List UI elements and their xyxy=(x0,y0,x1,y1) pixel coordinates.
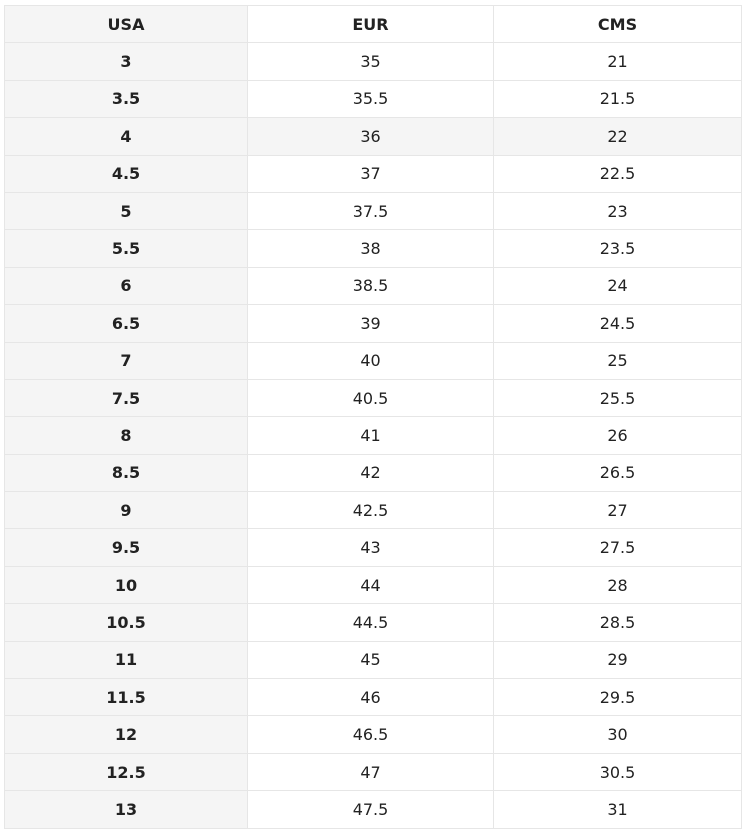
table-cell: 24 xyxy=(493,266,742,306)
table-row: 13 47.5 31 xyxy=(4,790,742,829)
table-cell: 4 xyxy=(4,117,248,156)
table-cell: 23.5 xyxy=(493,229,742,268)
table-cell: 3.5 xyxy=(4,79,248,119)
table-cell: 5.5 xyxy=(4,229,248,268)
table-cell: 26 xyxy=(493,416,742,455)
table-row: 10.5 44.5 28.5 xyxy=(4,603,742,642)
table-cell: 44 xyxy=(247,565,494,605)
table-cell: 45 xyxy=(247,640,494,680)
table-cell: 28 xyxy=(493,565,742,605)
table-cell: 35.5 xyxy=(247,79,494,119)
table-row: 8.5 42 26.5 xyxy=(4,453,742,493)
table-row: 4.5 37 22.5 xyxy=(4,154,742,193)
table-cell: 25 xyxy=(493,341,742,380)
table-cell: 47 xyxy=(247,752,494,792)
table-cell: 22.5 xyxy=(493,154,742,193)
table-cell: 30.5 xyxy=(493,752,742,792)
table-cell: 46 xyxy=(247,678,494,717)
table-cell: 8.5 xyxy=(4,453,248,493)
table-cell: 21 xyxy=(493,42,742,81)
table-cell: 28.5 xyxy=(493,603,742,642)
table-row: 7.5 40.5 25.5 xyxy=(4,378,742,418)
table-row: 11 45 29 xyxy=(4,640,742,680)
table-cell: 37 xyxy=(247,154,494,193)
table-cell: 10 xyxy=(4,565,248,605)
table-row: 7 40 25 xyxy=(4,341,742,380)
table-cell: 27.5 xyxy=(493,528,742,567)
table-cell: 29.5 xyxy=(493,678,742,717)
table-cell: 27 xyxy=(493,491,742,530)
table-cell: 11 xyxy=(4,640,248,680)
table-row: 5 37.5 23 xyxy=(4,191,742,231)
table-row: 6 38.5 24 xyxy=(4,266,742,306)
table-cell: 4.5 xyxy=(4,154,248,193)
table-row: 10 44 28 xyxy=(4,565,742,605)
table-cell: 44.5 xyxy=(247,603,494,642)
table-cell: 40.5 xyxy=(247,378,494,418)
table-cell: 35 xyxy=(247,42,494,81)
table-cell: 8 xyxy=(4,416,248,455)
header-cell: EUR xyxy=(247,4,494,44)
table-cell: 5 xyxy=(4,191,248,231)
table-cell: 10.5 xyxy=(4,603,248,642)
table-cell: 25.5 xyxy=(493,378,742,418)
table-row: 8 41 26 xyxy=(4,416,742,455)
table-cell: 42.5 xyxy=(247,491,494,530)
table-cell: 6.5 xyxy=(4,304,248,343)
table-row: 5.5 38 23.5 xyxy=(4,229,742,268)
table-row: 9.5 43 27.5 xyxy=(4,528,742,567)
table-cell: 7.5 xyxy=(4,378,248,418)
table-cell: 42 xyxy=(247,453,494,493)
table-cell: 23 xyxy=(493,191,742,231)
size-table: USA EUR CMS 3 35 21 3.5 35.5 21.5 4 36 22 4.5 37 22.5… xyxy=(4,4,742,829)
table-row: 4 36 22 xyxy=(4,117,742,156)
table-cell: 12 xyxy=(4,715,248,754)
table-cell: 11.5 xyxy=(4,678,248,717)
table-row: 9 42.5 27 xyxy=(4,491,742,530)
table-row: 3.5 35.5 21.5 xyxy=(4,79,742,119)
table-cell: 9 xyxy=(4,491,248,530)
table-row: 6.5 39 24.5 xyxy=(4,304,742,343)
table-row: 12 46.5 30 xyxy=(4,715,742,754)
table-row: 12.5 47 30.5 xyxy=(4,752,742,792)
table-row: 11.5 46 29.5 xyxy=(4,678,742,717)
table-cell: 3 xyxy=(4,42,248,81)
table-cell: 30 xyxy=(493,715,742,754)
table-body: 3 35 21 3.5 35.5 21.5 4 36 22 4.5 37 22.5 5 37.5 23 5.5… xyxy=(4,42,742,829)
table-cell: 26.5 xyxy=(493,453,742,493)
table-cell: 46.5 xyxy=(247,715,494,754)
table-cell: 37.5 xyxy=(247,191,494,231)
header-row: USA EUR CMS xyxy=(4,4,742,44)
table-cell: 22 xyxy=(493,117,742,156)
table-cell: 29 xyxy=(493,640,742,680)
table-cell: 41 xyxy=(247,416,494,455)
table-cell: 21.5 xyxy=(493,79,742,119)
table-cell: 36 xyxy=(247,117,494,156)
table-cell: 47.5 xyxy=(247,790,494,829)
table-cell: 6 xyxy=(4,266,248,306)
table-cell: 40 xyxy=(247,341,494,380)
table-cell: 7 xyxy=(4,341,248,380)
header-cell: CMS xyxy=(493,4,742,44)
table-cell: 31 xyxy=(493,790,742,829)
table-cell: 12.5 xyxy=(4,752,248,792)
header-cell: USA xyxy=(4,4,248,44)
table-cell: 43 xyxy=(247,528,494,567)
table-cell: 13 xyxy=(4,790,248,829)
table-row: 3 35 21 xyxy=(4,42,742,81)
table-cell: 38.5 xyxy=(247,266,494,306)
table-cell: 9.5 xyxy=(4,528,248,567)
table-cell: 38 xyxy=(247,229,494,268)
table-cell: 24.5 xyxy=(493,304,742,343)
table-cell: 39 xyxy=(247,304,494,343)
